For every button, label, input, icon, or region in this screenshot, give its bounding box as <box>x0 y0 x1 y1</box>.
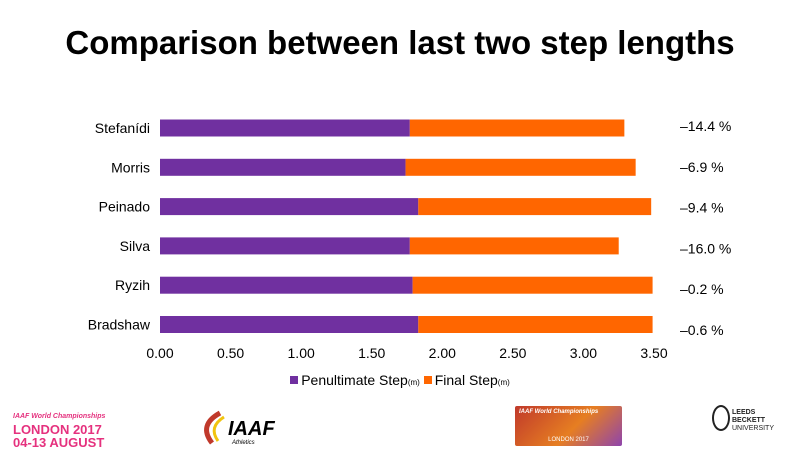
difference-label: –14.4 % <box>680 118 731 134</box>
stacked-bar-chart: Stefanídi –14.4 % Morris –6.9 % Peinado –9.4 … <box>88 118 732 361</box>
bar-final <box>409 237 619 255</box>
legend-unit: (m) <box>407 378 420 387</box>
x-tick-label: 1.50 <box>358 345 385 361</box>
svg-text:Athletics: Athletics <box>231 440 255 445</box>
logo-text: LONDON 2017 <box>548 437 589 443</box>
bar-final <box>405 158 636 176</box>
legend-label: Final Step <box>434 372 498 388</box>
logo-text: 04-13 AUGUST <box>13 435 105 450</box>
x-tick-label: 2.00 <box>429 345 456 361</box>
bar-penultimate <box>160 276 413 294</box>
logo-text: IAAF World Championships <box>519 409 599 415</box>
legend-swatch-final <box>423 376 432 384</box>
legend-label: Penultimate Step <box>301 372 408 388</box>
x-tick-label: 3.00 <box>570 345 597 361</box>
leeds-beckett-logo: LEEDS BECKETT UNIVERSITY <box>712 405 774 433</box>
bar-final <box>418 316 653 333</box>
category-label: Bradshaw <box>88 317 151 333</box>
logo-text: LEEDS <box>732 409 756 416</box>
category-label: Stefanídi <box>95 120 150 136</box>
london-2017-logo: IAAF World Championships LONDON 2017 04-… <box>13 410 105 449</box>
x-tick-label: 0.50 <box>217 345 244 361</box>
category-label: Peinado <box>99 199 151 215</box>
x-tick-label: 1.00 <box>288 345 315 361</box>
logo-text: UNIVERSITY <box>732 425 775 432</box>
x-tick-label: 2.50 <box>499 345 526 361</box>
difference-label: –9.4 % <box>680 200 724 216</box>
world-championships-logo: IAAF World Championships LONDON 2017 <box>515 406 622 446</box>
difference-label: –0.2 % <box>680 281 724 297</box>
bar-penultimate <box>160 158 406 176</box>
legend-unit: (m) <box>497 378 510 387</box>
category-label: Ryzih <box>115 277 150 293</box>
bar-penultimate <box>160 237 410 255</box>
bar-final <box>412 276 653 294</box>
bar-final <box>418 198 652 216</box>
legend: Penultimate Step(m) Final Step(m) <box>0 372 800 388</box>
legend-item-final: Final Step(m) <box>423 372 510 388</box>
difference-label: –16.0 % <box>680 240 731 256</box>
legend-swatch-penultimate <box>290 376 299 384</box>
bar-penultimate <box>160 119 410 137</box>
difference-label: –6.9 % <box>680 159 724 175</box>
iaaf-logo: IAAF Athletics <box>198 405 288 446</box>
category-label: Morris <box>111 159 150 175</box>
x-tick-label: 0.00 <box>146 345 173 361</box>
legend-item-penultimate: Penultimate Step(m) <box>290 372 420 388</box>
logo-text: LONDON 2017 <box>13 422 102 437</box>
category-label: Silva <box>120 238 151 254</box>
slide-title: Comparison between last two step lengths <box>65 24 735 61</box>
difference-label: –0.6 % <box>680 322 724 338</box>
logo-text: BECKETT <box>732 417 766 424</box>
x-tick-label: 3.50 <box>640 345 667 361</box>
logo-text: IAAF World Championships <box>13 413 106 420</box>
iaaf-text: IAAF <box>228 418 275 440</box>
bar-penultimate <box>160 198 419 216</box>
bar-penultimate <box>160 316 419 333</box>
bar-final <box>409 119 625 137</box>
